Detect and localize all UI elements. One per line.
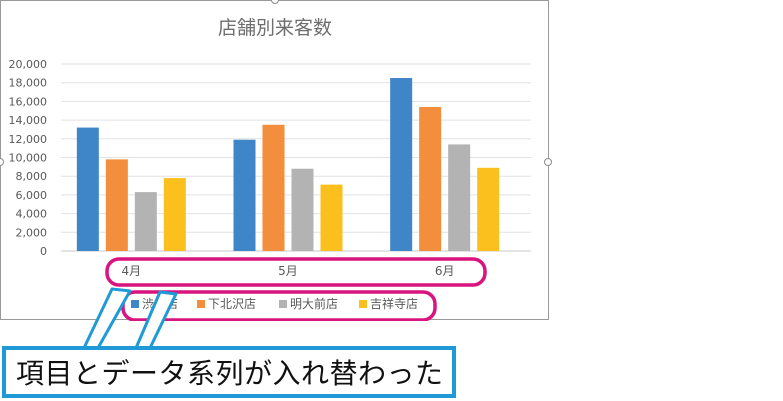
chart-area[interactable]: 店舗別来客数 20,000 18,000 16,000 14,000 12,000 10,… xyxy=(0,0,552,321)
legend: 渋谷店 下北沢店 明大前店 吉祥寺店 xyxy=(131,296,418,311)
legend-swatch xyxy=(359,300,367,308)
x-axis-labels: 4月 5月 6月 xyxy=(122,264,455,278)
y-tick-label: 16,000 xyxy=(9,95,48,108)
legend-swatch xyxy=(197,300,205,308)
y-tick-label: 20,000 xyxy=(9,58,48,71)
bar-4-2[interactable] xyxy=(320,184,343,251)
bar-3-2[interactable] xyxy=(291,168,314,251)
bar-1-3[interactable] xyxy=(390,78,413,252)
legend-label: 下北沢店 xyxy=(208,297,256,311)
y-tick-label: 10,000 xyxy=(9,152,48,165)
callout-text: 項目とデータ系列が入れ替わった xyxy=(16,357,444,390)
callout-box: 項目とデータ系列が入れ替わった xyxy=(2,346,456,398)
y-tick-label: 12,000 xyxy=(9,133,48,146)
chart-svg: 店舗別来客数 20,000 18,000 16,000 14,000 12,000 10,… xyxy=(9,17,531,321)
y-tick-label: 2,000 xyxy=(16,226,48,239)
legend-label: 吉祥寺店 xyxy=(370,297,418,311)
legend-label: 渋谷店 xyxy=(142,297,178,311)
bar-3-1[interactable] xyxy=(134,192,157,251)
legend-swatch xyxy=(279,300,287,308)
x-tick-label: 6月 xyxy=(435,264,455,278)
y-tick-label: 18,000 xyxy=(9,77,48,90)
y-axis-ticks: 20,000 18,000 16,000 14,000 12,000 10,000 8,00… xyxy=(9,58,48,258)
bar-2-2[interactable] xyxy=(262,124,285,251)
bar-1-2[interactable] xyxy=(233,139,256,251)
bar-1-1[interactable] xyxy=(76,127,99,251)
bar-2-3[interactable] xyxy=(419,107,442,251)
bars xyxy=(76,78,500,252)
category-highlight xyxy=(105,257,487,287)
y-tick-label: 4,000 xyxy=(16,208,48,221)
bar-4-1[interactable] xyxy=(163,178,186,251)
legend-swatch xyxy=(131,300,139,308)
y-tick-label: 0 xyxy=(40,245,47,258)
y-tick-label: 8,000 xyxy=(16,170,48,183)
x-tick-label: 5月 xyxy=(278,264,298,278)
legend-label: 明大前店 xyxy=(290,296,338,311)
y-tick-label: 6,000 xyxy=(16,189,48,202)
bar-3-3[interactable] xyxy=(448,144,471,251)
bar-4-3[interactable] xyxy=(477,167,500,251)
y-tick-label: 14,000 xyxy=(9,114,48,127)
x-tick-label: 4月 xyxy=(122,264,142,278)
resize-handle-right[interactable] xyxy=(544,158,552,166)
chart-title: 店舗別来客数 xyxy=(218,17,332,39)
bar-2-1[interactable] xyxy=(105,159,128,251)
